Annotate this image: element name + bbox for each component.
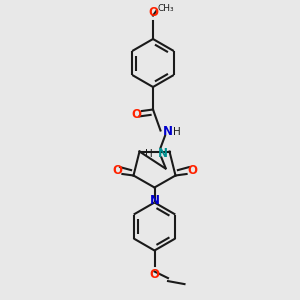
Text: H: H	[173, 127, 181, 137]
Text: N: N	[149, 194, 160, 206]
Text: H: H	[145, 149, 153, 159]
Text: N: N	[163, 125, 173, 139]
Text: O: O	[112, 164, 122, 178]
Text: N: N	[158, 147, 167, 161]
Text: O: O	[148, 7, 158, 20]
Text: CH₃: CH₃	[158, 4, 174, 13]
Text: O: O	[131, 108, 142, 122]
Text: O: O	[187, 164, 197, 178]
Text: O: O	[149, 268, 160, 281]
